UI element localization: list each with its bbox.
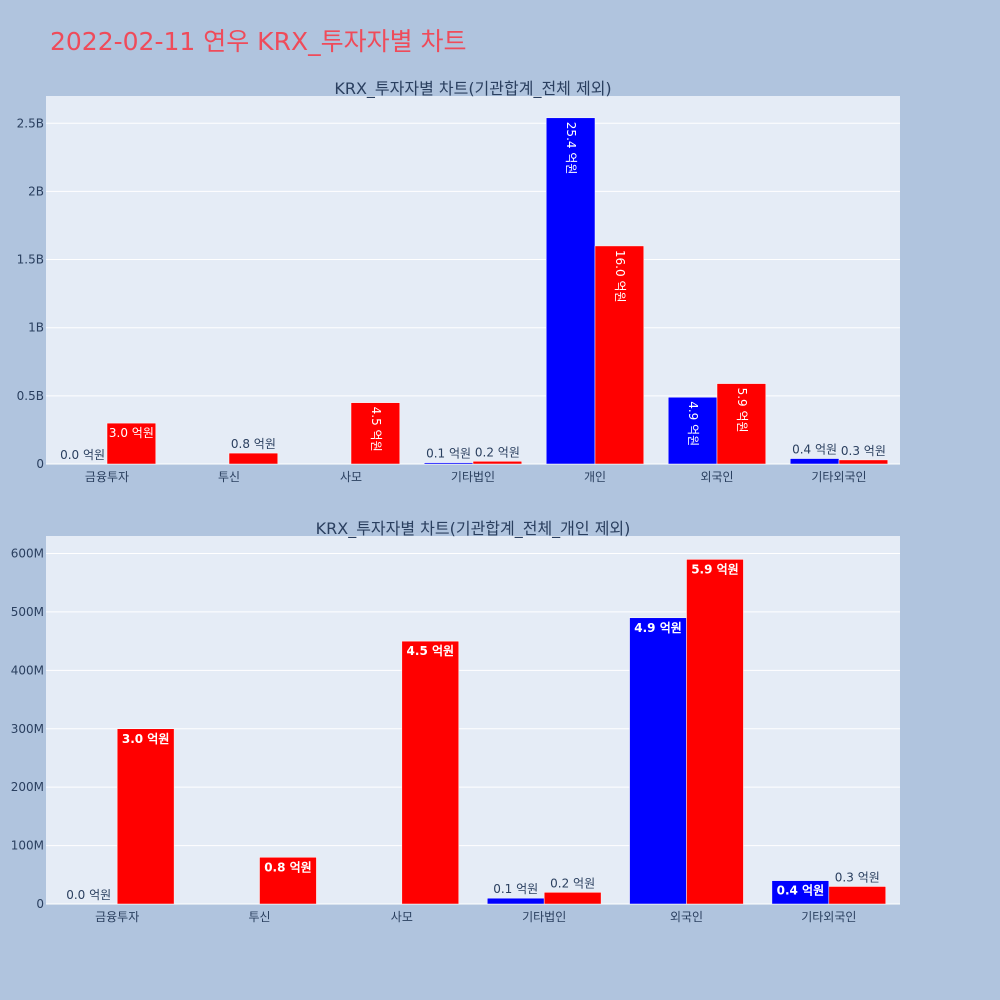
bar [350, 402, 401, 465]
x-tick-label: 기타외국인 [801, 910, 856, 924]
y-tick-label: 600M [11, 547, 44, 561]
x-tick-label: 금융투자 [85, 470, 129, 484]
x-tick-label: 투신 [218, 470, 240, 484]
page-title: 2022-02-11 연우 KRX_투자자별 차트 [50, 27, 467, 56]
bar [789, 458, 840, 465]
y-tick-label: 0 [36, 457, 44, 471]
y-tick-label: 1B [28, 321, 44, 335]
y-tick-label: 200M [11, 780, 44, 794]
data-label: 0.3 억원 [841, 444, 886, 458]
bar [629, 617, 687, 905]
bar [228, 452, 279, 465]
investor-chart-excluding-individual: KRX_투자자별 차트(기관합계_전체_개인 제외) 0 100M 200M 300M 4… [11, 519, 900, 924]
data-label: 16.0 억원 [613, 250, 627, 303]
bar [545, 117, 596, 465]
x-tick-label: 금융투자 [95, 910, 139, 924]
y-tick-label: 2B [28, 184, 44, 198]
data-label: 0.4 억원 [792, 443, 837, 457]
bar [472, 461, 523, 465]
bar [116, 728, 175, 905]
bar [686, 559, 744, 905]
bar [543, 892, 602, 905]
investor-chart-all: KRX_투자자별 차트(기관합계_전체 제외) 0 0.5B 1B 1.5B 2B 2.5B… [17, 79, 900, 484]
data-label: 0.2 억원 [475, 445, 520, 459]
x-tick-label: 외국인 [670, 910, 703, 924]
data-label: 0.3 억원 [835, 870, 880, 884]
y-tick-label: 500M [11, 605, 44, 619]
x-tick-label: 기타법인 [451, 470, 495, 484]
x-tick-label: 기타법인 [522, 910, 566, 924]
data-label: 4.5 억원 [369, 407, 383, 452]
data-label: 0.0 억원 [60, 448, 105, 462]
data-label: 4.5 억원 [407, 644, 455, 658]
data-label: 0.1 억원 [493, 882, 538, 896]
y-tick-label: 0.5B [17, 389, 44, 403]
y-tick-label: 2.5B [17, 116, 44, 130]
x-tick-label: 사모 [391, 910, 413, 924]
chart-title: KRX_투자자별 차트(기관합계_전체_개인 제외) [316, 519, 631, 539]
bar [594, 245, 645, 465]
chart-title: KRX_투자자별 차트(기관합계_전체 제외) [334, 79, 611, 99]
data-label: 0.4 억원 [777, 884, 825, 898]
x-tick-label: 개인 [584, 470, 606, 484]
x-tick-label: 기타외국인 [811, 470, 866, 484]
data-label: 0.8 억원 [264, 860, 312, 874]
bar [423, 462, 474, 465]
y-tick-label: 0 [36, 897, 44, 911]
data-label: 4.9 억원 [686, 401, 700, 446]
data-label: 4.9 억원 [634, 621, 682, 635]
data-label: 0.1 억원 [426, 447, 471, 461]
data-label: 5.9 억원 [735, 388, 749, 433]
x-tick-label: 사모 [340, 470, 362, 484]
data-label: 0.8 억원 [231, 437, 276, 451]
x-tick-label: 외국인 [700, 470, 733, 484]
y-tick-label: 400M [11, 663, 44, 677]
bar [716, 383, 767, 465]
x-tick-label: 투신 [248, 910, 270, 924]
data-label: 25.4 억원 [564, 122, 578, 175]
y-tick-label: 300M [11, 722, 44, 736]
data-label: 0.0 억원 [66, 888, 111, 902]
bar [828, 886, 887, 905]
bar [486, 897, 545, 905]
y-tick-label: 100M [11, 839, 44, 853]
y-tick-label: 1.5B [17, 253, 44, 267]
bar [259, 857, 317, 905]
data-label: 5.9 억원 [691, 562, 739, 576]
bar [401, 640, 460, 905]
data-label: 3.0 억원 [122, 732, 170, 746]
bar [838, 459, 889, 465]
data-label: 3.0 억원 [109, 426, 154, 440]
data-label: 0.2 억원 [550, 876, 595, 890]
plot-area [46, 96, 900, 464]
plot-area [46, 536, 900, 904]
bar [106, 422, 157, 465]
